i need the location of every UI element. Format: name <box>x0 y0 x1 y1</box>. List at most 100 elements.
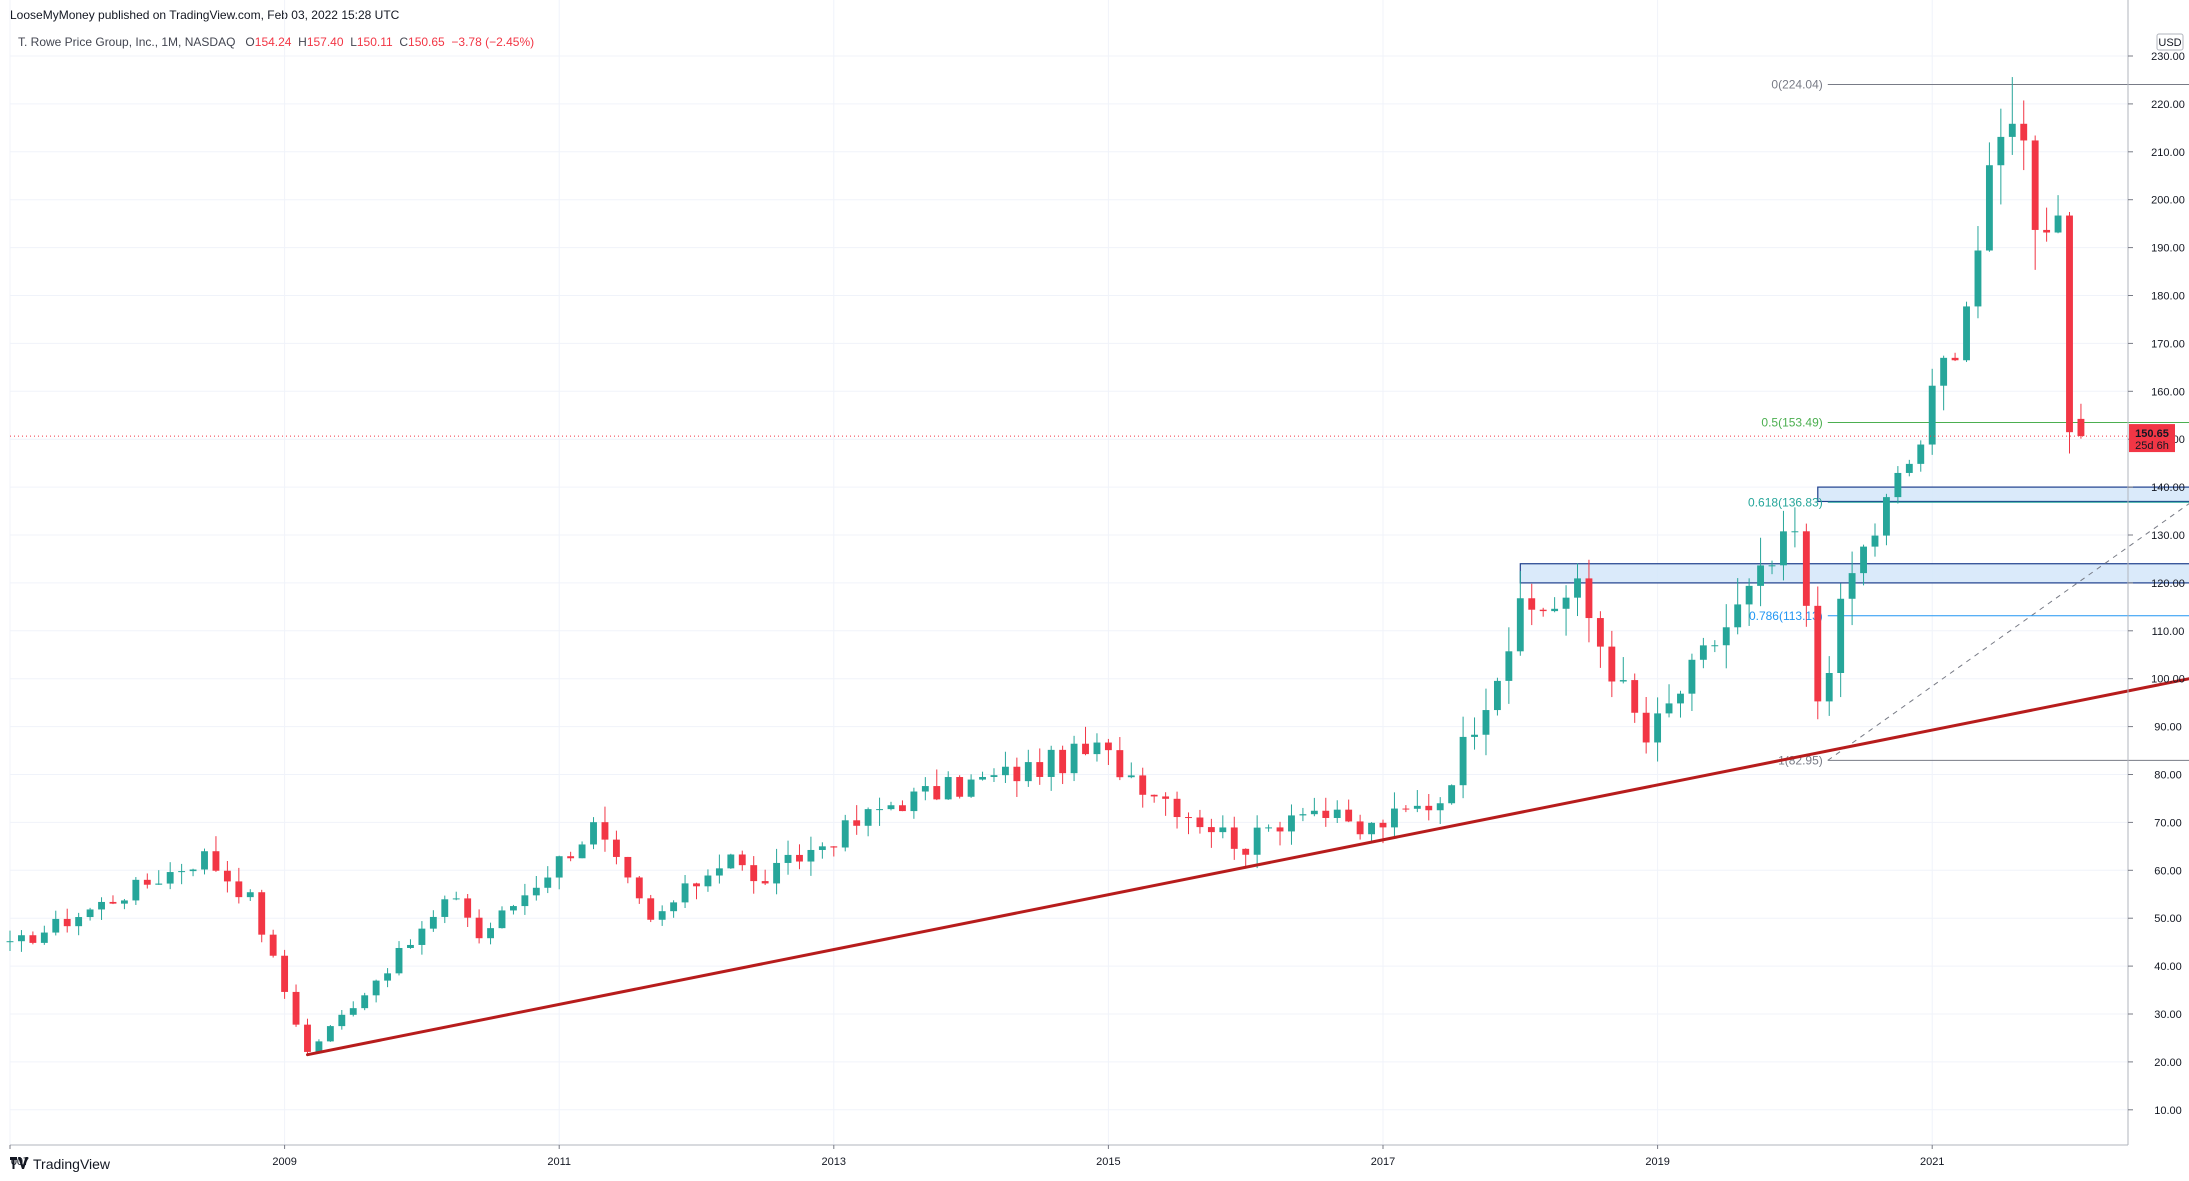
price-zone-1[interactable] <box>1817 486 2189 503</box>
candle-body <box>1345 809 1353 822</box>
candle-body <box>761 881 769 884</box>
candle-body <box>201 851 208 870</box>
candle-body <box>1185 817 1192 819</box>
candle-body <box>1196 817 1204 828</box>
candle-body <box>1871 535 1879 547</box>
candle-body <box>1253 827 1261 855</box>
tradingview-footer[interactable]: TradingView <box>10 1156 110 1172</box>
candle-body <box>567 856 575 859</box>
candle-body <box>1482 710 1490 735</box>
y-tick-label: 180.00 <box>2151 291 2185 303</box>
candle-body <box>1207 827 1215 833</box>
candle-body <box>1505 651 1513 681</box>
y-tick-label: 30.00 <box>2154 1009 2182 1021</box>
currency-label: USD <box>2158 37 2181 49</box>
candle-body <box>1848 573 1856 599</box>
candle-body <box>98 901 105 910</box>
candlesticks <box>6 77 2085 1056</box>
fibonacci-retracement[interactable]: 0(224.04) 0.5(153.49) 0.618(136.83) 0.786(1… <box>1748 78 2189 768</box>
candle-body <box>1539 609 1547 612</box>
fib-level-label: 0.5(153.49) <box>1761 415 1822 429</box>
candle-body <box>681 883 689 903</box>
candle-body <box>384 973 392 981</box>
fib-level-label: 0.618(136.83) <box>1748 495 1823 509</box>
candle-body <box>784 854 792 863</box>
candle-body <box>1001 766 1009 776</box>
candle-body <box>1963 306 1970 361</box>
y-axis-ticks[interactable]: 230.00 220.00 210.00 200.00 190.00 180.00 170.… <box>2128 51 2185 1117</box>
candle-body <box>967 779 975 797</box>
candle-body <box>75 917 83 927</box>
candle-body <box>921 786 929 792</box>
candle-body <box>1574 578 1581 598</box>
candle-body <box>395 947 403 974</box>
y-tick-label: 90.00 <box>2154 722 2182 734</box>
candle-body <box>1642 712 1650 743</box>
fib-level-label: 0.786(113.13) <box>1749 609 1823 623</box>
candle-body <box>1665 703 1673 714</box>
candle-body <box>2031 140 2039 230</box>
candle-body <box>1299 814 1307 816</box>
candle-body <box>315 1041 323 1052</box>
candle-body <box>1883 497 1890 536</box>
candle-body <box>1562 597 1570 609</box>
candle-body <box>590 822 597 845</box>
candle-body <box>1722 627 1730 646</box>
trendline[interactable] <box>305 451 2189 1057</box>
candle-body <box>944 777 952 800</box>
candle-body <box>864 809 872 826</box>
y-tick-label: 100.00 <box>2151 674 2185 686</box>
candle-body <box>1036 762 1044 777</box>
candle-body <box>1997 136 2005 166</box>
candle-body <box>475 917 483 939</box>
y-tick-label: 130.00 <box>2151 530 2185 542</box>
x-tick-label: 2015 <box>1096 1156 1120 1168</box>
candle-body <box>6 941 14 943</box>
candle-body <box>1116 750 1124 778</box>
candle-body <box>452 898 460 900</box>
candle-body <box>29 935 37 943</box>
x-tick-label: 2019 <box>1645 1156 1669 1168</box>
candle-body <box>120 900 128 904</box>
candle-body <box>1631 680 1639 713</box>
candle-body <box>1860 546 1867 574</box>
candle-body <box>246 892 254 898</box>
close-value: 150.65 <box>408 35 445 49</box>
high-label: H <box>298 35 307 49</box>
candle-body <box>1310 810 1318 815</box>
candle-body <box>1276 827 1284 832</box>
candle-body <box>1917 444 1925 464</box>
candle-body <box>1093 742 1101 755</box>
symbol-name: T. Rowe Price Group, Inc., 1M, NASDAQ <box>18 35 236 49</box>
fib-level-label: 0(224.04) <box>1771 78 1822 92</box>
countdown-value: 25d 6h <box>2135 440 2169 452</box>
candle-body <box>1894 472 1902 498</box>
candle-body <box>1448 785 1456 804</box>
candle-body <box>1596 618 1604 647</box>
candle-body <box>1173 798 1181 818</box>
candle-body <box>738 854 746 866</box>
candle-body <box>1974 250 1982 307</box>
candle-body <box>693 883 700 887</box>
candle-body <box>2066 215 2073 433</box>
low-value: 150.11 <box>356 35 393 49</box>
candle-body <box>86 909 94 918</box>
fib-level-label: 1(82.95) <box>1778 753 1823 767</box>
candle-body <box>796 854 803 862</box>
candle-body <box>1768 565 1776 567</box>
candle-body <box>1459 736 1467 786</box>
axes <box>10 0 2129 1146</box>
candle-body <box>1333 809 1341 818</box>
candle-body <box>887 805 895 810</box>
currency-badge[interactable] <box>2156 33 2184 51</box>
candle-body <box>2054 215 2062 233</box>
trendline-group[interactable] <box>305 451 2189 1057</box>
candle-body <box>979 776 986 780</box>
candle-body <box>1619 680 1627 682</box>
candle-body <box>235 881 243 898</box>
candle-body <box>1699 645 1707 660</box>
x-axis-ticks[interactable]: 0072009201120132015201720192021 <box>9 1145 1944 1168</box>
candle-body <box>841 820 849 848</box>
candle-body <box>532 887 540 896</box>
